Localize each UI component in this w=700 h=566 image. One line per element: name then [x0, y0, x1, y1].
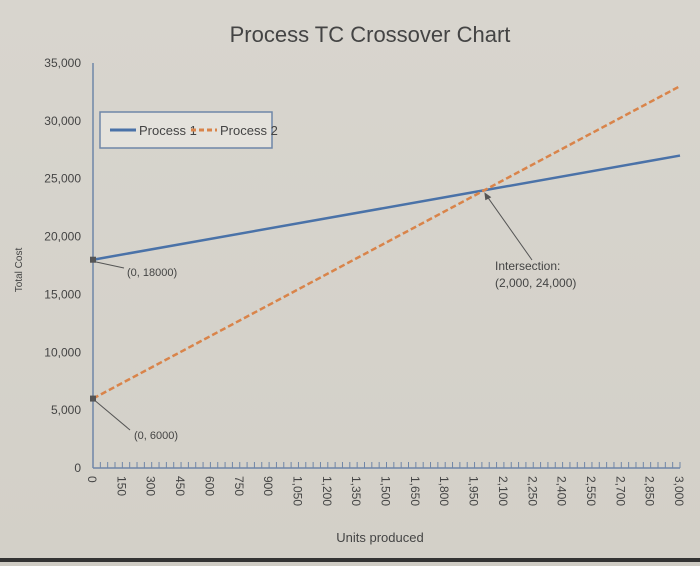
legend: Process 1 Process 2	[99, 111, 278, 149]
arrow-head-icon	[484, 192, 492, 201]
annotation-label: (0, 6000)	[134, 430, 178, 442]
x-tick-label: 300	[144, 476, 158, 496]
y-tick-label: 30,000	[44, 114, 81, 128]
annotation-label: (2,000, 24,000)	[495, 276, 576, 290]
legend-label-process-1: Process 1	[139, 123, 197, 138]
x-tick-label: 1,350	[349, 476, 363, 506]
annotation-arrow	[485, 194, 533, 261]
x-tick-label: 450	[173, 476, 187, 496]
x-tick-label: 2,550	[584, 476, 598, 506]
x-tick-label: 1,650	[408, 476, 422, 506]
annotation-arrow	[94, 400, 131, 431]
y-tick-label: 20,000	[44, 230, 81, 244]
x-tick-label: 150	[114, 476, 128, 496]
series-line-process-2	[92, 85, 681, 400]
y-tick-label: 5,000	[51, 403, 81, 417]
y-tick-label: 35,000	[44, 56, 81, 70]
x-tick-label: 2,700	[613, 476, 627, 506]
y-axis-label: Total Cost	[14, 248, 25, 293]
x-tick-label: 2,850	[643, 476, 657, 506]
y-tick-label: 0	[74, 461, 81, 475]
series-start-marker	[90, 395, 96, 402]
x-tick-label: 3,000	[672, 476, 686, 506]
x-tick-label: 600	[202, 476, 216, 496]
x-tick-label: 750	[232, 476, 246, 496]
x-tick-label: 900	[261, 476, 275, 496]
x-tick-label: 1,500	[379, 476, 393, 506]
x-tick-label: 1,950	[467, 476, 481, 506]
x-tick-label: 1,800	[437, 476, 451, 506]
annotation-label: Intersection:	[495, 259, 560, 273]
legend-label-process-2: Process 2	[220, 123, 278, 138]
x-tick-label: 2,100	[496, 476, 510, 506]
x-tick-label: 2,400	[555, 476, 569, 506]
x-tick-label: 0	[85, 476, 99, 483]
annotation-label: (0, 18000)	[127, 267, 177, 279]
x-axis-label: Units produced	[336, 530, 423, 545]
y-tick-label: 25,000	[44, 172, 81, 186]
series-start-marker	[90, 256, 96, 263]
series-line-process-1	[92, 154, 681, 261]
x-tick-label: 1,050	[290, 476, 304, 506]
x-tick-label: 1,200	[320, 476, 334, 506]
y-tick-label: 15,000	[44, 287, 81, 301]
chart-title: Process TC Crossover Chart	[230, 22, 511, 47]
y-tick-label: 10,000	[44, 345, 81, 359]
annotation-arrow	[94, 261, 125, 269]
x-tick-label: 2,250	[525, 476, 539, 506]
